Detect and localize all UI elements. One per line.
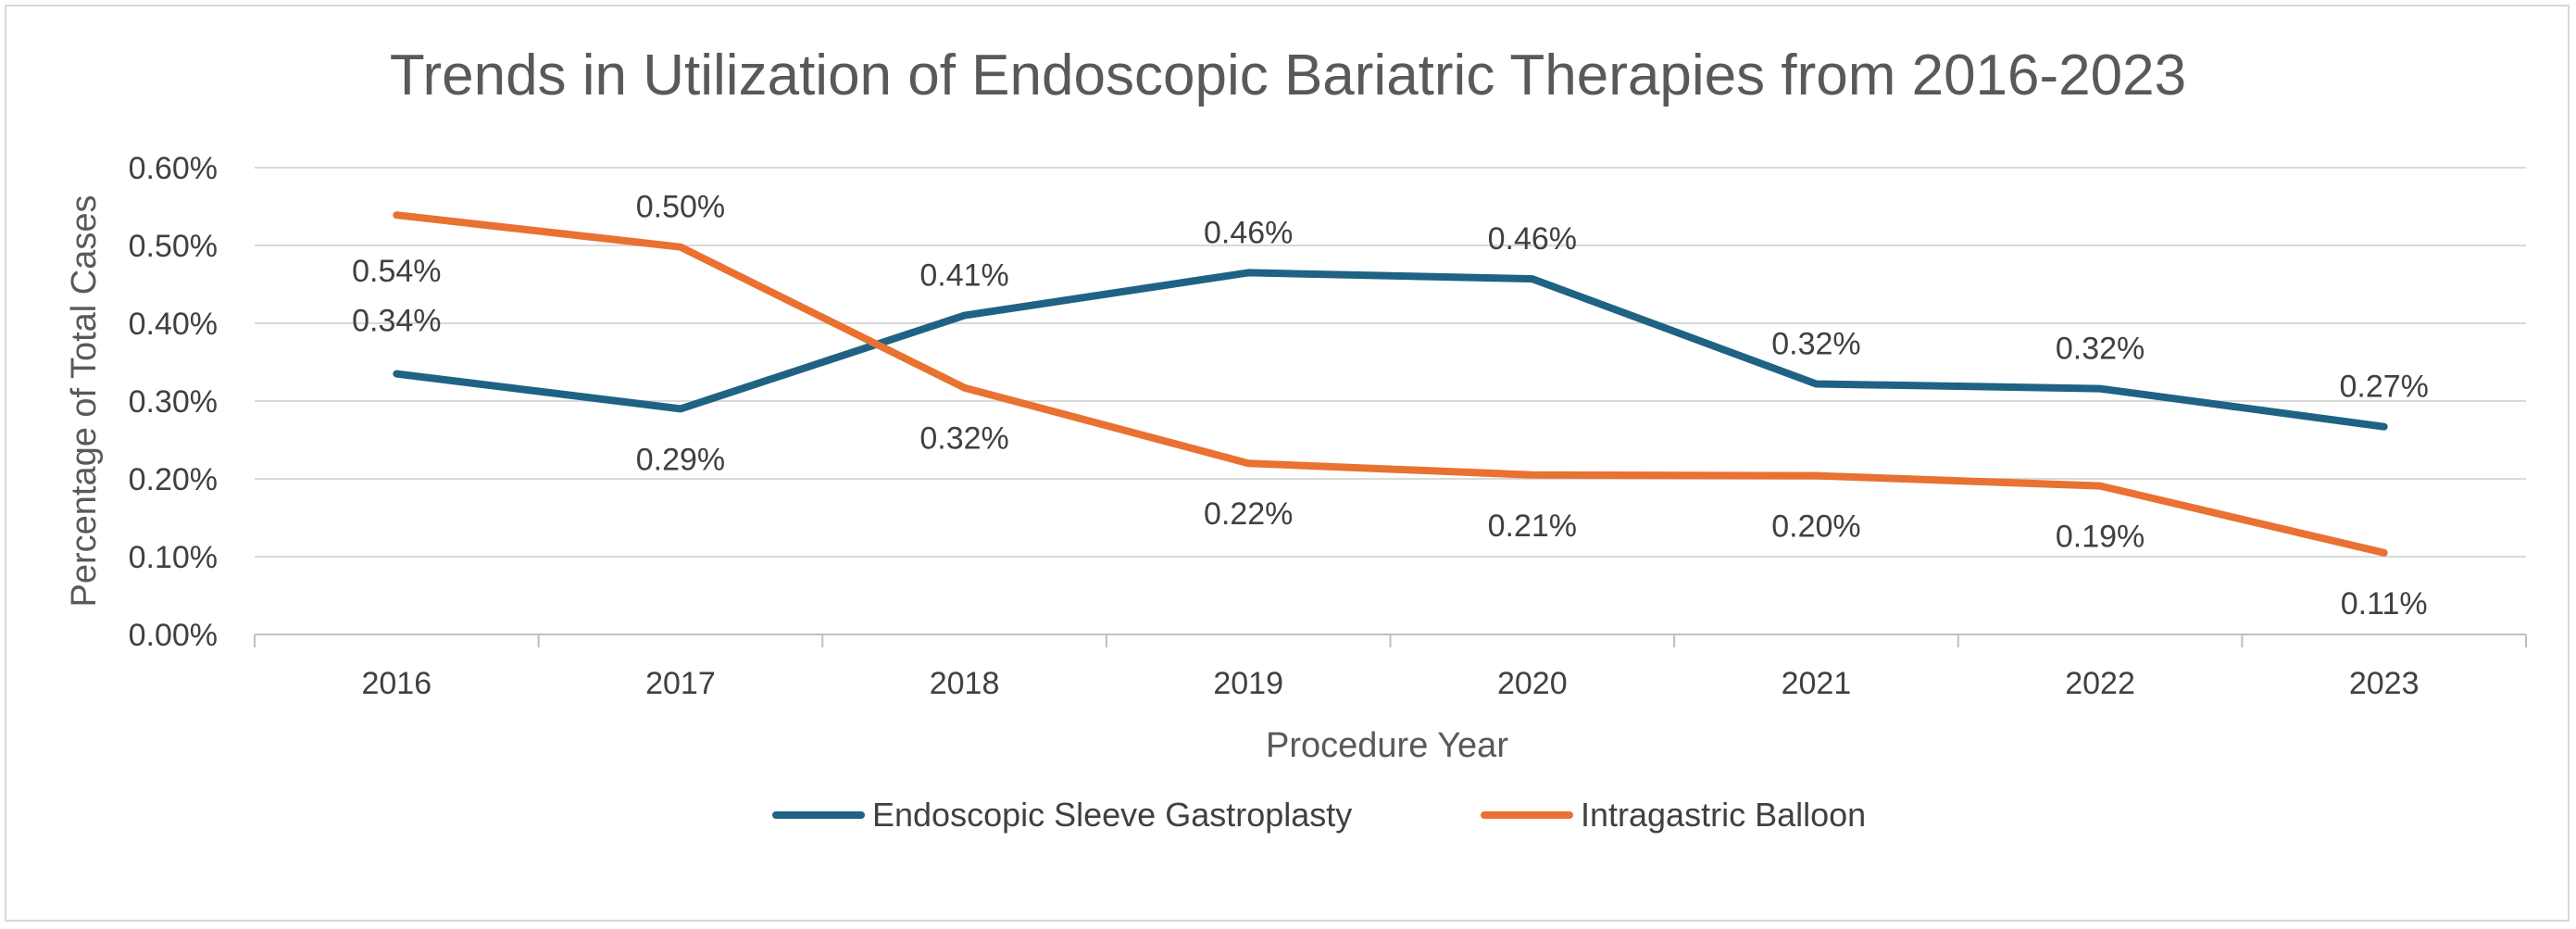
x-axis: 2016 2017 2018 2019 2020 2021 2022 2023 — [254, 634, 2527, 701]
legend-label-0: Endoscopic Sleeve Gastroplasty — [872, 796, 1352, 834]
x-axis-title: Procedure Year — [1266, 726, 1508, 765]
data-label: 0.20% — [1771, 509, 1860, 545]
data-label: 0.41% — [919, 258, 1008, 294]
data-label: 0.19% — [2056, 520, 2145, 555]
data-label: 0.27% — [2339, 370, 2428, 405]
x-tick-label: 2019 — [1213, 666, 1283, 701]
data-label: 0.50% — [636, 190, 725, 225]
x-tick-label: 2023 — [2349, 666, 2420, 701]
data-label: 0.46% — [1204, 215, 1293, 250]
x-tick-label: 2021 — [1782, 666, 1852, 701]
x-tick-label: 2017 — [645, 666, 716, 701]
series-line-0 — [393, 269, 2388, 431]
y-tick-label: 0.10% — [129, 540, 218, 575]
y-tick-label: 0.40% — [129, 307, 218, 342]
x-tick-label: 2020 — [1497, 666, 1568, 701]
data-label: 0.54% — [352, 254, 441, 289]
y-tick-label: 0.50% — [129, 229, 218, 264]
x-tick-label: 2016 — [361, 666, 431, 701]
data-labels: 0.34% 0.29% 0.41% 0.46% 0.46% 0.32% 0.32% 0.27%… — [352, 190, 2429, 621]
data-label: 0.22% — [1204, 496, 1293, 532]
y-axis-title: Percentage of Total Cases — [65, 195, 104, 607]
y-tick-label: 0.30% — [129, 384, 218, 420]
data-label: 0.46% — [1488, 221, 1577, 257]
y-tick-label: 0.60% — [129, 151, 218, 186]
chart-title: Trends in Utilization of Endoscopic Bari… — [390, 44, 2186, 107]
data-label: 0.32% — [2056, 332, 2145, 367]
legend-label-1: Intragastric Balloon — [1581, 796, 1866, 834]
x-tick-label: 2018 — [930, 666, 1000, 701]
data-label: 0.32% — [1771, 327, 1860, 362]
y-axis-ticks: 0.00% 0.10% 0.20% 0.30% 0.40% 0.50% 0.60% — [129, 151, 218, 653]
gridlines — [255, 167, 2526, 558]
data-label: 0.11% — [2341, 586, 2428, 621]
y-tick-label: 0.00% — [129, 618, 218, 653]
x-tick-label: 2022 — [2065, 666, 2135, 701]
series-lines — [393, 211, 2388, 557]
y-tick-label: 0.20% — [129, 462, 218, 497]
data-label: 0.32% — [919, 421, 1008, 457]
legend: Endoscopic Sleeve Gastroplasty Intragastr… — [772, 796, 1866, 834]
series-line-1 — [393, 211, 2388, 557]
data-label: 0.29% — [636, 442, 725, 477]
data-label: 0.34% — [352, 304, 441, 339]
data-label: 0.21% — [1488, 508, 1577, 544]
